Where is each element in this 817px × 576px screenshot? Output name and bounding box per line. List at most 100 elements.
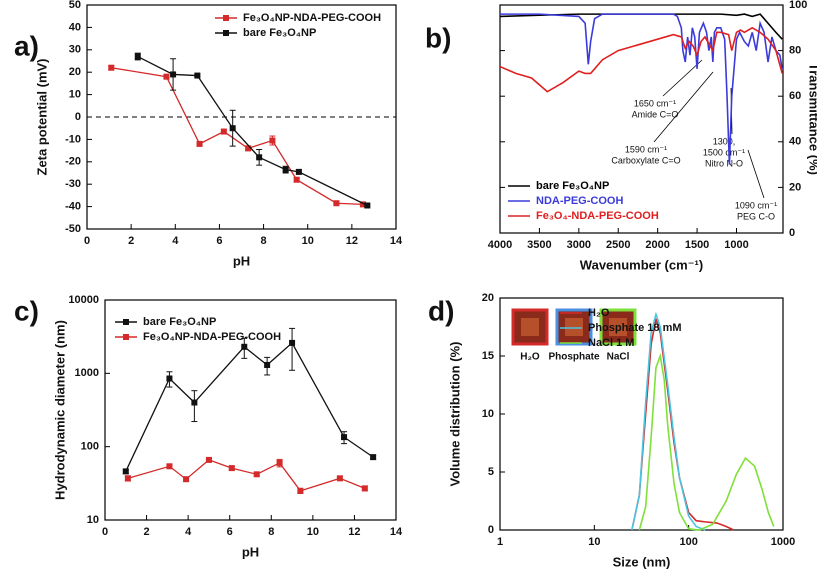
annotation: Nitro N-O	[705, 158, 743, 168]
y-tick-label: -30	[65, 178, 81, 190]
x-tick-label: 6	[227, 526, 233, 538]
x-tick-label: 0	[84, 235, 90, 247]
x-tick-label: 10	[302, 235, 314, 247]
y-tick-label: 40	[789, 136, 801, 148]
marker	[341, 434, 348, 441]
x-tick-label: 8	[261, 235, 267, 247]
x-tick-label: 2500	[606, 239, 630, 251]
marker	[166, 463, 173, 470]
annotation: 1590 cm⁻¹	[625, 144, 667, 154]
series-line	[111, 67, 363, 206]
x-tick-label: 12	[348, 526, 360, 538]
marker	[264, 361, 271, 368]
series-line	[638, 352, 775, 531]
error-bar	[289, 327, 296, 371]
legend-label: Fe₃O₄-NDA-PEG-COOH	[536, 210, 659, 222]
inset-label: NaCl	[607, 352, 630, 363]
x-tick-label: 1	[497, 536, 503, 548]
annotation-arrow	[653, 71, 714, 143]
annotation: Carboxylate C=O	[611, 155, 680, 165]
inset-photo-highlight	[565, 318, 583, 336]
y-tick-label: 0	[75, 111, 81, 123]
marker	[124, 475, 131, 482]
marker	[245, 145, 252, 152]
y-tick-label: 80	[789, 45, 801, 57]
marker	[228, 465, 235, 472]
legend-marker	[123, 334, 129, 340]
marker	[170, 71, 177, 78]
annotation: 1650 cm⁻¹	[634, 98, 676, 108]
panel-label: b)	[425, 22, 451, 53]
x-axis-label: pH	[233, 253, 250, 268]
y-tick-label: 1000	[75, 367, 99, 379]
legend-label: bare Fe₃O₄NP	[536, 180, 609, 192]
x-tick-label: 1000	[724, 239, 748, 251]
panel-label: a)	[14, 30, 39, 61]
series-line	[499, 13, 783, 40]
legend-marker	[223, 30, 229, 36]
x-axis-label: Wavenumber (cm⁻¹)	[580, 257, 703, 272]
marker	[361, 485, 368, 492]
error-bar	[191, 390, 198, 423]
y-tick-label: 10	[482, 408, 494, 420]
marker	[289, 339, 296, 346]
y-tick-label: -50	[65, 223, 81, 235]
x-tick-label: 2	[128, 235, 134, 247]
series-line	[631, 311, 706, 531]
y-axis-label: Transmittance (%)	[807, 63, 817, 175]
marker	[256, 154, 263, 161]
marker	[220, 128, 227, 135]
legend-label: NaCl 1 M	[588, 337, 634, 349]
marker	[166, 375, 173, 382]
marker	[359, 201, 366, 208]
series-line	[631, 318, 735, 531]
y-tick-label: 40	[69, 21, 81, 33]
marker	[336, 475, 343, 482]
x-tick-label: 4	[172, 235, 179, 247]
legend-label: Fe₃O₄NP-NDA-PEG-COOH	[143, 331, 281, 343]
legend-label: NDA-PEG-COOH	[536, 195, 623, 207]
inset-label: Phosphate	[548, 352, 600, 363]
marker	[163, 73, 170, 80]
marker	[196, 140, 203, 147]
legend-label: Fe₃O₄NP-NDA-PEG-COOH	[243, 12, 381, 24]
series-line	[127, 459, 366, 492]
x-tick-label: 3500	[527, 239, 551, 251]
y-tick-label: 50	[69, 0, 81, 11]
x-axis-label: pH	[242, 544, 259, 559]
y-tick-label: 100	[81, 441, 99, 453]
x-tick-label: 1000	[771, 536, 795, 548]
annotation-arrow	[747, 149, 765, 199]
annotation-arrow	[662, 59, 703, 97]
y-tick-label: -40	[65, 201, 81, 213]
marker	[269, 137, 276, 144]
legend-marker	[223, 15, 229, 21]
panel-label: d)	[428, 295, 454, 326]
marker	[194, 72, 201, 79]
marker	[229, 125, 236, 132]
x-tick-label: 4	[185, 526, 192, 538]
annotation: PEG C-O	[737, 211, 775, 221]
plot-frame	[104, 299, 397, 521]
x-tick-label: 10	[588, 536, 600, 548]
x-tick-label: 10	[307, 526, 319, 538]
series-line	[499, 26, 783, 93]
marker	[122, 468, 129, 475]
annotation: 1300,	[713, 136, 736, 146]
inset-photo-highlight	[609, 318, 627, 336]
x-tick-label: 6	[216, 235, 222, 247]
marker	[295, 168, 302, 175]
annotation: 1500 cm⁻¹	[703, 147, 745, 157]
x-tick-label: 8	[268, 526, 274, 538]
y-tick-label: -10	[65, 133, 81, 145]
y-tick-label: 10	[69, 89, 81, 101]
x-tick-label: 3000	[567, 239, 591, 251]
legend-label: H₂O	[588, 307, 610, 319]
y-tick-label: 10	[87, 514, 99, 526]
x-tick-label: 14	[390, 235, 403, 247]
series-line	[500, 13, 784, 165]
marker	[191, 399, 198, 406]
marker	[333, 200, 340, 207]
plot-frame	[499, 4, 784, 234]
